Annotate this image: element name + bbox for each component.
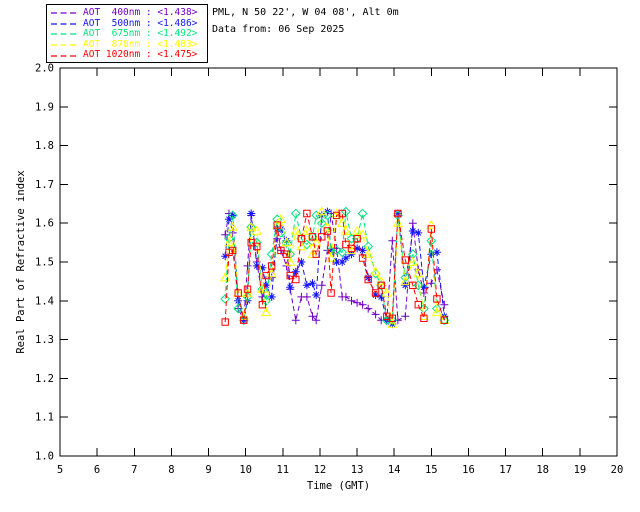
y-axis-title: Real Part of Refractive index [15,170,27,353]
x-tick-label: 20 [611,464,624,476]
y-tick-label: 1.7 [35,179,54,191]
axis-labels: 5 6 7 8 9 10 11 12 13 14 15 16 17 18 19 20 1.0 1.1 1.2 1.3 1… [15,63,623,493]
x-tick-label: 18 [536,464,549,476]
series-aot-1020nm [221,209,448,326]
series-markers [221,207,449,329]
y-tick-label: 1.5 [35,257,54,269]
x-tick-label: 5 [57,464,63,476]
series-line [224,210,445,326]
legend-entry-label: AOT 675nm : <1.492> [83,28,198,40]
plot-header: PML, N 50 22', W 04 08', Alt 0m Data fro… [212,7,399,35]
legend-dash-sample [51,55,77,57]
y-tick-label: 1.4 [35,295,54,307]
legend-entry-aot-400nm: AOT 400nm : <1.438> [47,7,207,19]
legend-dash-sample [51,23,77,25]
legend-dash-sample [51,12,77,14]
series-markers [221,209,448,326]
legend-entry-label: AOT 500nm : <1.486> [83,17,198,29]
y-tick-label: 1.8 [35,140,54,152]
site-location-text: PML, N 50 22', W 04 08', Alt 0m [212,7,399,18]
x-tick-label: 14 [388,464,401,476]
legend-entry-aot-675nm: AOT 675nm : <1.492> [47,29,207,40]
x-tick-label: 7 [131,464,137,476]
legend-entry-label: AOT 400nm : <1.438> [83,7,198,18]
y-tick-label: 1.9 [35,101,54,113]
series-aot-500nm [221,207,449,329]
x-tick-label: 16 [462,464,475,476]
x-tick-label: 19 [574,464,587,476]
legend-dash-sample [51,33,77,36]
y-tick-label: 2.0 [35,63,54,75]
legend-box: AOT 400nm : <1.438> AOT 500nm : <1.486> AO… [46,4,208,63]
x-tick-label: 17 [499,464,512,476]
legend-entry-aot-1020nm: AOT 1020nm : <1.475> [47,50,207,61]
x-tick-label: 9 [205,464,211,476]
y-tick-label: 1.3 [35,334,54,346]
y-tick-label: 1.0 [35,451,54,463]
x-tick-label: 8 [168,464,174,476]
legend-dash-sample [51,44,77,46]
x-tick-label: 13 [351,464,364,476]
legend-entry-label: AOT 870nm : <1.483> [83,38,198,50]
legend-entry-label: AOT 1020nm : <1.475> [83,49,198,61]
x-tick-label: 12 [314,464,327,476]
data-date-text: Data from: 06 Sep 2025 [212,24,345,35]
y-tick-label: 1.2 [35,373,54,385]
y-tick-label: 1.6 [35,218,54,230]
legend-entry-aot-870nm: AOT 870nm : <1.483> [47,38,207,51]
x-tick-label: 10 [239,464,252,476]
x-tick-label: 11 [276,464,289,476]
y-tick-label: 1.1 [35,412,54,424]
x-axis-title: Time (GMT) [307,480,370,492]
legend-entry-aot-500nm: AOT 500nm : <1.486> [47,17,207,30]
plot-axes [59,67,618,457]
x-tick-label: 15 [425,464,438,476]
x-tick-label: 6 [94,464,100,476]
